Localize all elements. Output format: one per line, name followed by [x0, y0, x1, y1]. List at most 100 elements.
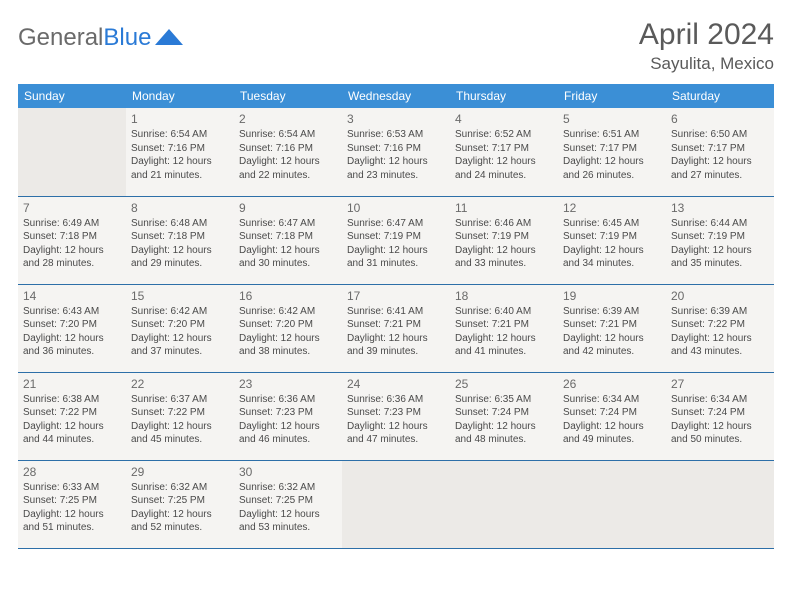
sunrise-line: Sunrise: 6:34 AM	[563, 393, 661, 407]
calendar-cell: 5Sunrise: 6:51 AMSunset: 7:17 PMDaylight…	[558, 108, 666, 196]
day-number: 27	[671, 376, 769, 392]
calendar-cell: 12Sunrise: 6:45 AMSunset: 7:19 PMDayligh…	[558, 196, 666, 284]
calendar-cell: 28Sunrise: 6:33 AMSunset: 7:25 PMDayligh…	[18, 460, 126, 548]
day-header: Saturday	[666, 84, 774, 108]
sunrise-line: Sunrise: 6:44 AM	[671, 217, 769, 231]
sunset-line: Sunset: 7:17 PM	[455, 142, 553, 156]
sunrise-line: Sunrise: 6:45 AM	[563, 217, 661, 231]
day-number: 19	[563, 288, 661, 304]
sunset-line: Sunset: 7:21 PM	[563, 318, 661, 332]
day-number: 16	[239, 288, 337, 304]
day-number: 21	[23, 376, 121, 392]
day-number: 7	[23, 200, 121, 216]
day-header: Monday	[126, 84, 234, 108]
location-label: Sayulita, Mexico	[639, 54, 774, 74]
calendar-cell: 1Sunrise: 6:54 AMSunset: 7:16 PMDaylight…	[126, 108, 234, 196]
logo-triangle-icon	[155, 24, 183, 52]
daylight-line: Daylight: 12 hours and 41 minutes.	[455, 332, 553, 359]
calendar-cell: 26Sunrise: 6:34 AMSunset: 7:24 PMDayligh…	[558, 372, 666, 460]
calendar-cell: 11Sunrise: 6:46 AMSunset: 7:19 PMDayligh…	[450, 196, 558, 284]
day-number: 15	[131, 288, 229, 304]
title-block: April 2024 Sayulita, Mexico	[639, 18, 774, 74]
daylight-line: Daylight: 12 hours and 35 minutes.	[671, 244, 769, 271]
calendar-cell: 9Sunrise: 6:47 AMSunset: 7:18 PMDaylight…	[234, 196, 342, 284]
sunrise-line: Sunrise: 6:34 AM	[671, 393, 769, 407]
daylight-line: Daylight: 12 hours and 47 minutes.	[347, 420, 445, 447]
calendar-cell: 22Sunrise: 6:37 AMSunset: 7:22 PMDayligh…	[126, 372, 234, 460]
daylight-line: Daylight: 12 hours and 36 minutes.	[23, 332, 121, 359]
calendar-cell	[342, 460, 450, 548]
day-number: 2	[239, 111, 337, 127]
brand-part2: Blue	[103, 24, 151, 52]
calendar-cell: 8Sunrise: 6:48 AMSunset: 7:18 PMDaylight…	[126, 196, 234, 284]
calendar-cell	[18, 108, 126, 196]
day-number: 8	[131, 200, 229, 216]
calendar-table: SundayMondayTuesdayWednesdayThursdayFrid…	[18, 84, 774, 549]
daylight-line: Daylight: 12 hours and 21 minutes.	[131, 155, 229, 182]
calendar-cell: 6Sunrise: 6:50 AMSunset: 7:17 PMDaylight…	[666, 108, 774, 196]
calendar-cell: 13Sunrise: 6:44 AMSunset: 7:19 PMDayligh…	[666, 196, 774, 284]
sunset-line: Sunset: 7:16 PM	[239, 142, 337, 156]
day-number: 14	[23, 288, 121, 304]
calendar-week: 21Sunrise: 6:38 AMSunset: 7:22 PMDayligh…	[18, 372, 774, 460]
sunrise-line: Sunrise: 6:36 AM	[347, 393, 445, 407]
page-title: April 2024	[639, 18, 774, 52]
daylight-line: Daylight: 12 hours and 24 minutes.	[455, 155, 553, 182]
sunrise-line: Sunrise: 6:35 AM	[455, 393, 553, 407]
day-number: 6	[671, 111, 769, 127]
sunrise-line: Sunrise: 6:51 AM	[563, 128, 661, 142]
sunset-line: Sunset: 7:17 PM	[671, 142, 769, 156]
daylight-line: Daylight: 12 hours and 50 minutes.	[671, 420, 769, 447]
daylight-line: Daylight: 12 hours and 28 minutes.	[23, 244, 121, 271]
sunrise-line: Sunrise: 6:43 AM	[23, 305, 121, 319]
sunrise-line: Sunrise: 6:50 AM	[671, 128, 769, 142]
sunset-line: Sunset: 7:18 PM	[23, 230, 121, 244]
calendar-cell: 15Sunrise: 6:42 AMSunset: 7:20 PMDayligh…	[126, 284, 234, 372]
sunrise-line: Sunrise: 6:47 AM	[239, 217, 337, 231]
sunset-line: Sunset: 7:21 PM	[455, 318, 553, 332]
calendar-cell: 7Sunrise: 6:49 AMSunset: 7:18 PMDaylight…	[18, 196, 126, 284]
daylight-line: Daylight: 12 hours and 53 minutes.	[239, 508, 337, 535]
sunrise-line: Sunrise: 6:42 AM	[239, 305, 337, 319]
daylight-line: Daylight: 12 hours and 23 minutes.	[347, 155, 445, 182]
sunrise-line: Sunrise: 6:42 AM	[131, 305, 229, 319]
calendar-cell: 2Sunrise: 6:54 AMSunset: 7:16 PMDaylight…	[234, 108, 342, 196]
calendar-cell: 25Sunrise: 6:35 AMSunset: 7:24 PMDayligh…	[450, 372, 558, 460]
sunset-line: Sunset: 7:23 PM	[347, 406, 445, 420]
brand-part1: General	[18, 24, 103, 52]
day-number: 26	[563, 376, 661, 392]
daylight-line: Daylight: 12 hours and 48 minutes.	[455, 420, 553, 447]
sunset-line: Sunset: 7:25 PM	[239, 494, 337, 508]
day-header: Thursday	[450, 84, 558, 108]
calendar-cell: 24Sunrise: 6:36 AMSunset: 7:23 PMDayligh…	[342, 372, 450, 460]
sunrise-line: Sunrise: 6:48 AM	[131, 217, 229, 231]
day-number: 3	[347, 111, 445, 127]
calendar-cell	[558, 460, 666, 548]
daylight-line: Daylight: 12 hours and 43 minutes.	[671, 332, 769, 359]
sunset-line: Sunset: 7:18 PM	[131, 230, 229, 244]
day-number: 13	[671, 200, 769, 216]
daylight-line: Daylight: 12 hours and 26 minutes.	[563, 155, 661, 182]
daylight-line: Daylight: 12 hours and 46 minutes.	[239, 420, 337, 447]
sunset-line: Sunset: 7:22 PM	[23, 406, 121, 420]
day-number: 20	[671, 288, 769, 304]
sunrise-line: Sunrise: 6:41 AM	[347, 305, 445, 319]
sunrise-line: Sunrise: 6:46 AM	[455, 217, 553, 231]
daylight-line: Daylight: 12 hours and 45 minutes.	[131, 420, 229, 447]
day-number: 30	[239, 464, 337, 480]
sunrise-line: Sunrise: 6:37 AM	[131, 393, 229, 407]
day-number: 18	[455, 288, 553, 304]
sunrise-line: Sunrise: 6:32 AM	[131, 481, 229, 495]
sunrise-line: Sunrise: 6:39 AM	[671, 305, 769, 319]
sunrise-line: Sunrise: 6:54 AM	[239, 128, 337, 142]
calendar-cell: 10Sunrise: 6:47 AMSunset: 7:19 PMDayligh…	[342, 196, 450, 284]
calendar-cell: 14Sunrise: 6:43 AMSunset: 7:20 PMDayligh…	[18, 284, 126, 372]
calendar-cell: 29Sunrise: 6:32 AMSunset: 7:25 PMDayligh…	[126, 460, 234, 548]
daylight-line: Daylight: 12 hours and 42 minutes.	[563, 332, 661, 359]
sunset-line: Sunset: 7:24 PM	[455, 406, 553, 420]
sunrise-line: Sunrise: 6:49 AM	[23, 217, 121, 231]
calendar-cell: 16Sunrise: 6:42 AMSunset: 7:20 PMDayligh…	[234, 284, 342, 372]
sunset-line: Sunset: 7:16 PM	[347, 142, 445, 156]
calendar-cell	[450, 460, 558, 548]
sunset-line: Sunset: 7:19 PM	[347, 230, 445, 244]
